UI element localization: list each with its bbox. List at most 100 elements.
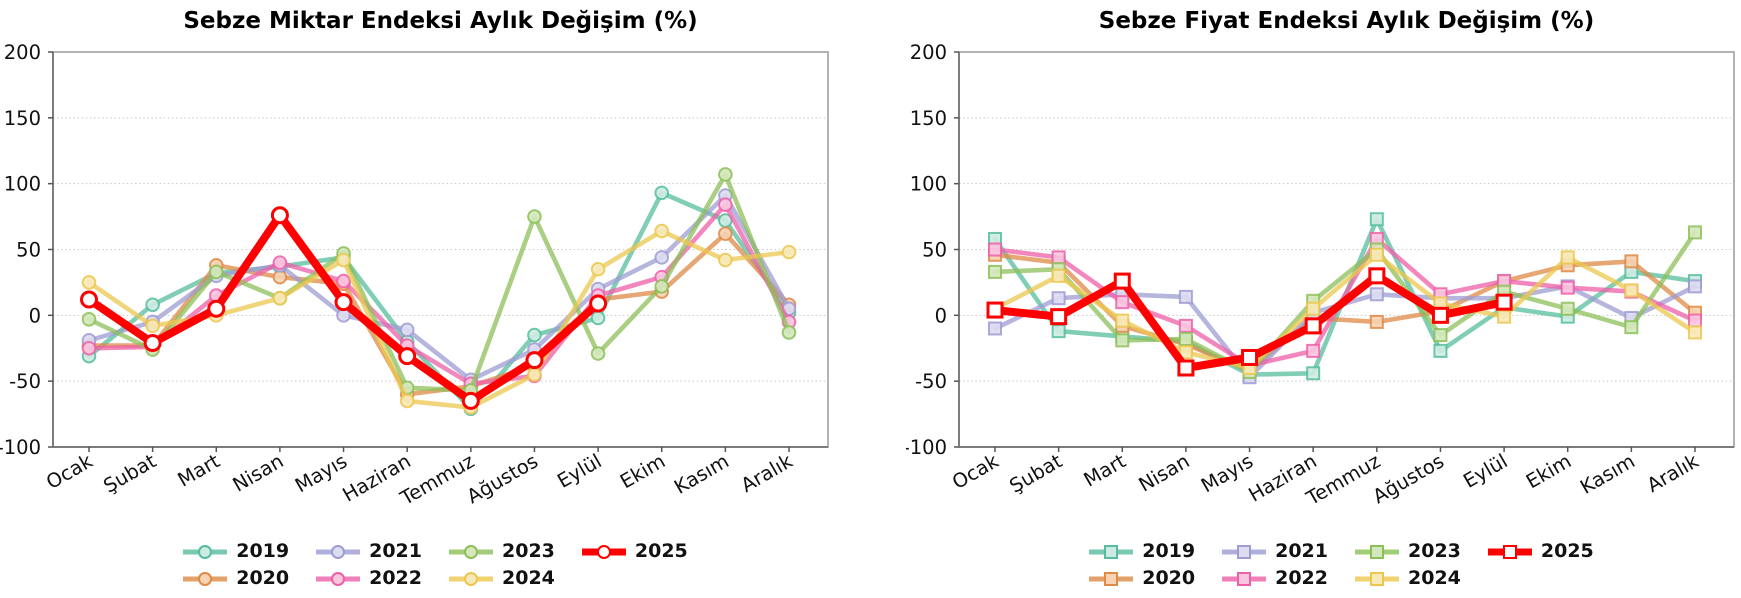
series-line-2024 xyxy=(992,252,1698,371)
data-point-2020 xyxy=(1369,314,1384,329)
data-point-2024 xyxy=(399,393,415,409)
y-tick-label: 50 xyxy=(16,239,41,262)
legend-marker-circle xyxy=(198,571,213,586)
legend-label: 2019 xyxy=(1142,540,1196,562)
data-point-2025 xyxy=(1431,306,1449,324)
x-tick-label: Mart xyxy=(1080,449,1130,491)
legend-item-2021: 2021 xyxy=(315,542,422,561)
quantity-index-chart: 200 150 100 50 0 -50 -100 Ocak Şubat Mart Nisan May… xyxy=(0,0,870,598)
x-tick-label: Kasım xyxy=(1576,449,1639,498)
data-point-2025 xyxy=(1304,317,1322,335)
data-point-2019 xyxy=(1369,212,1384,227)
legend-label: 2025 xyxy=(634,540,688,562)
legend-item-2024: 2024 xyxy=(1354,569,1461,588)
data-point-2025 xyxy=(1050,308,1068,326)
data-point-2025 xyxy=(986,301,1004,319)
data-point-2022 xyxy=(1688,313,1702,328)
legend-label: 2022 xyxy=(369,567,422,589)
data-point-2021 xyxy=(399,322,415,338)
data-point-2023 xyxy=(718,167,733,182)
legend-item-2025: 2025 xyxy=(581,542,688,561)
data-point-2025 xyxy=(143,333,162,352)
y-tick-label: 100 xyxy=(910,173,947,196)
data-point-2021 xyxy=(1051,291,1066,306)
price-chart-legend: 2019 2020 2021 2022 2023 2024 2025 xyxy=(906,538,1741,592)
data-point-2023 xyxy=(81,311,97,327)
legend-swatch-2025 xyxy=(581,544,626,559)
data-point-2024 xyxy=(1115,313,1130,328)
data-point-2024 xyxy=(781,244,797,260)
legend-marker-square xyxy=(1237,544,1252,559)
data-point-2023 xyxy=(1560,301,1575,316)
data-point-2025 xyxy=(1495,293,1513,311)
data-point-2025 xyxy=(589,294,608,313)
data-point-2024 xyxy=(1178,345,1193,360)
data-point-2022 xyxy=(988,242,1002,257)
y-tick-label: -100 xyxy=(906,436,947,459)
x-tick-label: Ocak xyxy=(42,449,97,494)
legend-marker-circle xyxy=(464,571,478,586)
data-point-2023 xyxy=(1688,225,1702,240)
legend-grid: 2019 2020 2021 2022 2023 2024 2025 xyxy=(182,538,688,592)
data-point-2024 xyxy=(527,367,542,382)
data-point-2024 xyxy=(145,318,160,334)
data-point-2025 xyxy=(1113,272,1131,290)
x-tick-label: Nisan xyxy=(229,449,288,496)
data-point-2019 xyxy=(590,310,606,326)
legend-swatch-2021 xyxy=(316,544,361,559)
x-tick-label: Temmuz xyxy=(396,449,479,505)
legend-item-2025: 2025 xyxy=(1487,542,1594,561)
y-tick-label: -100 xyxy=(0,436,41,459)
legend-label: 2019 xyxy=(236,540,290,562)
data-point-2023 xyxy=(1178,332,1193,347)
data-point-2022 xyxy=(1306,343,1321,358)
data-point-2023 xyxy=(654,279,670,294)
legend-swatch-2022 xyxy=(316,571,361,586)
legend-marker-circle xyxy=(464,544,478,559)
data-point-2025 xyxy=(80,290,98,309)
data-point-2025 xyxy=(398,347,417,366)
data-point-2025 xyxy=(525,351,544,370)
legend-swatch-2023 xyxy=(449,544,493,559)
data-point-2024 xyxy=(1560,250,1575,265)
x-tick-label: Mart xyxy=(174,449,224,491)
legend-marker-square xyxy=(1237,571,1252,586)
legend-marker-circle xyxy=(596,544,611,559)
series-line-2021 xyxy=(86,193,792,383)
legend-swatch-2021 xyxy=(1222,544,1267,559)
y-tick-label: 150 xyxy=(4,107,41,130)
legend-swatch-2019 xyxy=(183,544,228,559)
data-point-2022 xyxy=(272,255,288,270)
data-point-2022 xyxy=(1115,295,1130,310)
data-point-2019 xyxy=(1433,343,1448,358)
data-point-2021 xyxy=(654,250,670,265)
y-tick-label: -50 xyxy=(9,370,41,393)
x-tick-label: Aralık xyxy=(737,449,797,497)
x-tick-label: Kasım xyxy=(670,449,733,498)
data-point-2024 xyxy=(1369,247,1384,262)
legend-swatch-2025 xyxy=(1487,544,1532,559)
legend-label: 2022 xyxy=(1275,567,1328,589)
legend-label: 2020 xyxy=(236,567,290,589)
x-tick-label: Ekim xyxy=(1522,449,1575,493)
legend-swatch-2020 xyxy=(183,571,228,586)
data-point-2024 xyxy=(336,252,351,268)
legend-marker-square xyxy=(1104,571,1119,586)
data-point-2020 xyxy=(1624,254,1639,269)
data-point-2024 xyxy=(272,290,288,306)
x-tick-label: Nisan xyxy=(1135,449,1194,496)
legend-label: 2021 xyxy=(369,540,422,562)
y-tick-label: 0 xyxy=(935,304,947,327)
series-line-2022 xyxy=(992,236,1698,368)
data-point-2024 xyxy=(1624,283,1639,298)
legend-item-2022: 2022 xyxy=(1221,569,1328,588)
legend-item-2021: 2021 xyxy=(1221,542,1328,561)
data-point-2022 xyxy=(1560,280,1575,295)
data-point-2019 xyxy=(527,327,542,343)
legend-label: 2021 xyxy=(1275,540,1328,562)
legend-item-2019: 2019 xyxy=(1088,542,1195,561)
legend-swatch-2019 xyxy=(1089,544,1134,559)
x-tick-label: Eylül xyxy=(553,449,605,492)
